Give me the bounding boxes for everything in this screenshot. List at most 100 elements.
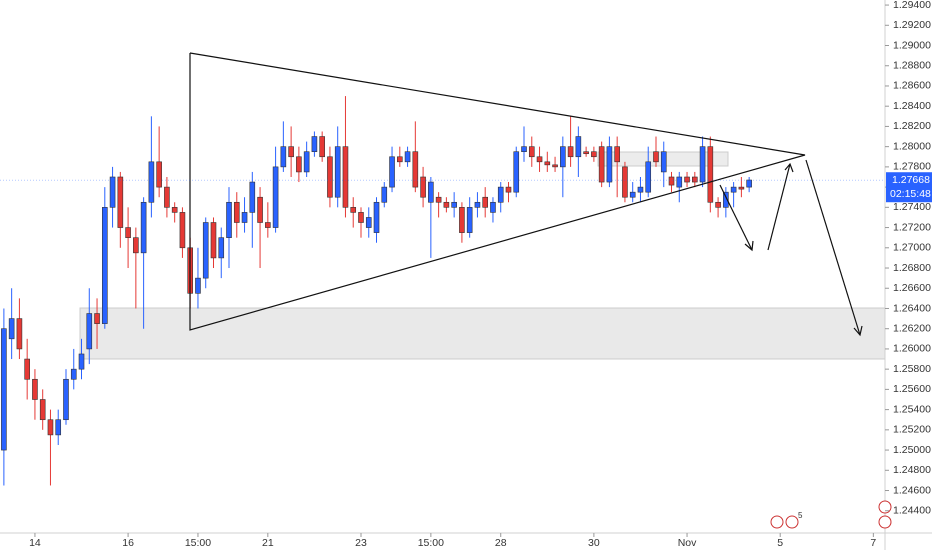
- candle-body: [466, 207, 473, 233]
- candle-body: [715, 201, 721, 208]
- candle-body: [428, 181, 434, 203]
- x-tick-label: Nov: [678, 537, 697, 549]
- candle-body: [474, 201, 481, 208]
- candle-body: [249, 181, 256, 213]
- y-tick-label: 1.26400: [893, 302, 931, 314]
- candle-body: [179, 212, 186, 249]
- candle-body: [296, 156, 302, 173]
- candle-body: [55, 419, 62, 436]
- candle-body: [63, 378, 69, 421]
- x-tick-label: 15:00: [185, 537, 211, 549]
- y-tick-label: 1.27000: [893, 242, 931, 254]
- y-tick-label: 1.28200: [893, 120, 931, 132]
- candle-body: [148, 161, 155, 203]
- flag-icon[interactable]: [878, 500, 892, 514]
- candle-body: [47, 419, 54, 436]
- candle-body: [319, 136, 325, 158]
- candle-body: [738, 186, 745, 190]
- candle-body: [443, 201, 450, 208]
- arrow: [805, 159, 861, 336]
- candle-body: [567, 146, 574, 158]
- candle-body: [381, 186, 388, 203]
- y-tick-label: 1.28600: [893, 80, 931, 92]
- candle-body: [350, 207, 357, 213]
- candle-body: [497, 186, 504, 203]
- support-zone: [79, 307, 886, 360]
- candle-body: [544, 161, 551, 166]
- candle-body: [257, 196, 263, 223]
- candle-body: [412, 151, 419, 188]
- flag-icon[interactable]: [785, 515, 799, 529]
- x-tick-label: 16: [122, 537, 134, 549]
- y-tick-label: 1.27400: [893, 201, 931, 213]
- candle-body: [676, 176, 683, 188]
- candle-body: [482, 196, 488, 208]
- candle-body: [94, 313, 100, 324]
- y-tick-label: 1.25400: [893, 403, 931, 415]
- candle-body: [334, 146, 341, 198]
- y-tick-label: 1.25800: [893, 363, 931, 375]
- candle-body: [140, 201, 147, 254]
- flag-icon[interactable]: [878, 515, 892, 529]
- candle-body: [389, 156, 395, 188]
- x-tick-label: 21: [262, 537, 274, 549]
- candle-body: [723, 191, 729, 208]
- candle-body: [365, 217, 372, 228]
- candle-body: [505, 186, 512, 193]
- candle-body: [420, 176, 426, 198]
- candle-body: [451, 201, 457, 208]
- candle-body: [730, 186, 737, 193]
- arrow-head: [744, 240, 754, 252]
- candle-body: [32, 378, 38, 400]
- candle-body: [699, 146, 706, 183]
- arrow-head: [784, 162, 794, 173]
- arrow-head: [853, 325, 863, 337]
- candle-body: [404, 151, 411, 163]
- y-tick-label: 1.29000: [893, 39, 931, 51]
- candle-body: [490, 201, 496, 213]
- y-tick-label: 1.25600: [893, 383, 931, 395]
- candle-body: [746, 179, 752, 188]
- candle-body: [86, 313, 93, 350]
- candle-body: [552, 164, 558, 168]
- y-tick-label: 1.29200: [893, 19, 931, 31]
- candle-body: [210, 222, 217, 259]
- candle-body: [164, 186, 170, 208]
- candle-body: [78, 353, 85, 370]
- candle-body: [24, 358, 30, 380]
- candle-body: [288, 146, 294, 158]
- drawings: [189, 52, 863, 337]
- candle-body: [591, 151, 597, 158]
- candle-body: [653, 151, 659, 163]
- candle-body: [342, 146, 349, 208]
- candle-body: [536, 156, 543, 163]
- x-tick-label: 30: [588, 537, 600, 549]
- y-tick-label: 1.26200: [893, 322, 931, 334]
- flag-icon[interactable]: [770, 515, 784, 529]
- event-flags: 5: [770, 500, 892, 529]
- candle-body: [692, 176, 698, 183]
- candle-body: [218, 237, 225, 259]
- candle-body: [171, 207, 178, 213]
- countdown-label: 02:15:48: [890, 188, 931, 200]
- candle-body: [226, 201, 232, 238]
- events-badge: 5: [798, 511, 803, 520]
- candle-body: [645, 161, 652, 193]
- x-tick-label: 5: [777, 537, 783, 549]
- candle-body: [397, 156, 403, 163]
- candle-body: [265, 222, 271, 228]
- candle-body: [125, 227, 131, 238]
- candle-body: [133, 237, 139, 254]
- candle-body: [327, 156, 333, 198]
- y-tick-label: 1.24800: [893, 464, 931, 476]
- x-tick-label: 14: [29, 537, 41, 549]
- x-tick-label: 7: [870, 537, 876, 549]
- candle-body: [233, 201, 240, 223]
- candle-body: [102, 207, 108, 324]
- x-tick-label: 15:00: [418, 537, 444, 549]
- candle-body: [614, 146, 620, 163]
- y-tick-label: 1.24400: [893, 505, 931, 517]
- candle-body: [39, 399, 46, 421]
- candle-body: [358, 212, 364, 223]
